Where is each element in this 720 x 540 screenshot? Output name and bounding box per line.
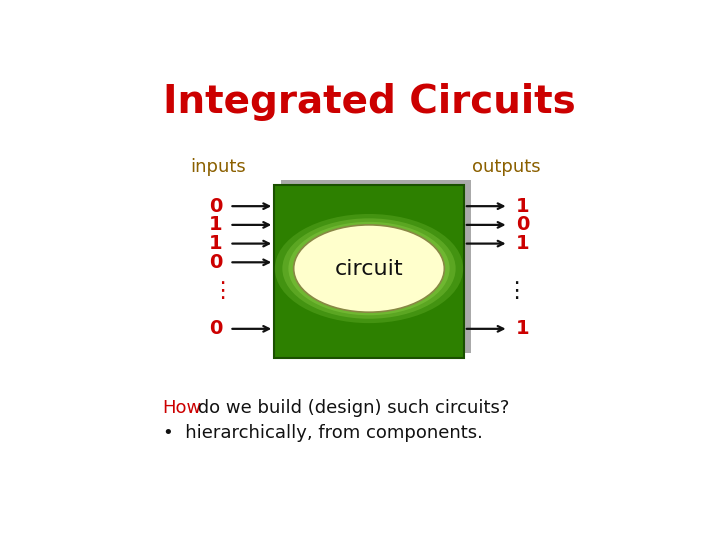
Text: 0: 0 <box>209 253 222 272</box>
Bar <box>282 180 471 353</box>
Text: 0: 0 <box>209 319 222 339</box>
Text: ⋮: ⋮ <box>211 281 233 301</box>
Text: How: How <box>163 399 202 417</box>
Text: 1: 1 <box>209 234 222 253</box>
Text: 1: 1 <box>209 215 222 234</box>
Text: inputs: inputs <box>190 158 246 176</box>
Ellipse shape <box>289 222 449 315</box>
Text: circuit: circuit <box>335 259 403 279</box>
Text: ⋮: ⋮ <box>505 281 527 301</box>
Text: 0: 0 <box>209 197 222 215</box>
Text: 1: 1 <box>516 234 529 253</box>
Text: 1: 1 <box>516 319 529 339</box>
Text: outputs: outputs <box>472 158 541 176</box>
Text: 0: 0 <box>516 215 529 234</box>
Text: •  hierarchically, from components.: • hierarchically, from components. <box>163 424 482 442</box>
Text: 1: 1 <box>516 197 529 215</box>
Text: Integrated Circuits: Integrated Circuits <box>163 83 575 121</box>
Ellipse shape <box>275 214 463 323</box>
Bar <box>274 185 464 358</box>
Ellipse shape <box>294 225 444 312</box>
Text: do we build (design) such circuits?: do we build (design) such circuits? <box>192 399 509 417</box>
Ellipse shape <box>282 218 456 319</box>
